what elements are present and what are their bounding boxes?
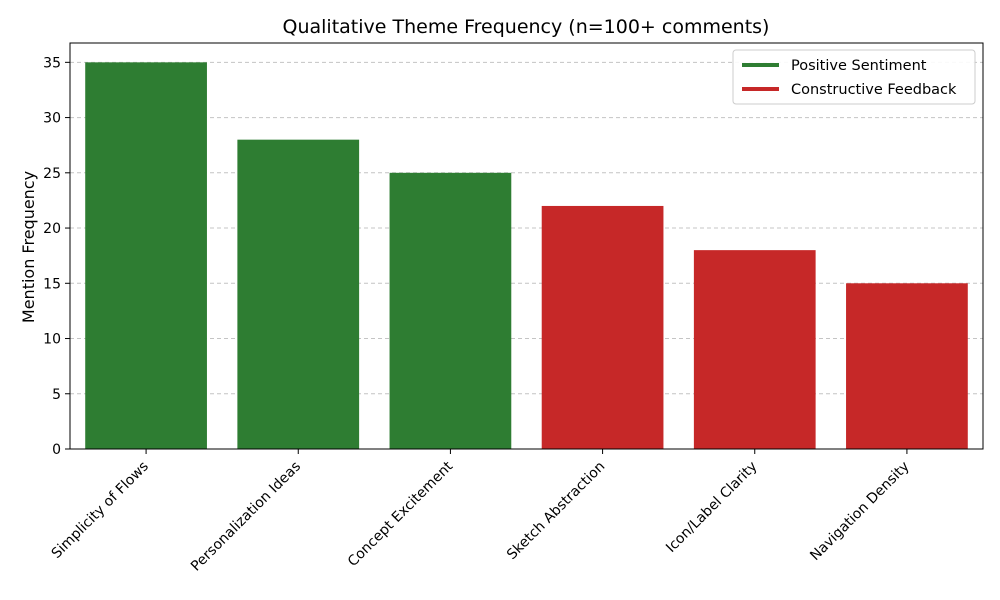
y-tick-label: 15 [43, 276, 61, 292]
y-tick-label: 35 [43, 55, 61, 71]
bar-simplicity-of-flows [85, 62, 207, 449]
bar-sketch-abstraction [541, 205, 664, 449]
legend: Positive Sentiment Constructive Feedback [732, 49, 976, 105]
bar-personalization-ideas [237, 139, 360, 449]
y-tick-label: 30 [43, 111, 61, 127]
y-tick-label: 10 [43, 332, 61, 348]
y-tick-label: 0 [52, 442, 61, 458]
y-tick-label: 20 [43, 221, 61, 237]
legend-frame [732, 49, 976, 105]
x-tick-label: Navigation Density [807, 459, 912, 564]
chart-title: Qualitative Theme Frequency (n=100+ comm… [283, 16, 770, 38]
x-tick-label: Simplicity of Flows [49, 459, 152, 562]
plot-frame [69, 42, 984, 450]
x-tick-label: Sketch Abstraction [504, 459, 608, 563]
legend-label-constructive: Constructive Feedback [791, 82, 957, 98]
x-tick-label: Personalization Ideas [188, 459, 304, 575]
y-tick-label: 5 [52, 387, 61, 403]
bar-navigation-density [846, 283, 968, 449]
x-tick-label: Icon/Label Clarity [663, 459, 760, 556]
bar-icon-label-clarity [693, 250, 816, 449]
y-tick-label: 25 [43, 166, 61, 182]
y-axis-label: Mention Frequency [19, 171, 38, 323]
bar-concept-excitement [389, 172, 512, 450]
x-tick-label: Concept Excitement [345, 458, 457, 570]
legend-label-positive: Positive Sentiment [791, 58, 927, 74]
bars [85, 62, 968, 450]
